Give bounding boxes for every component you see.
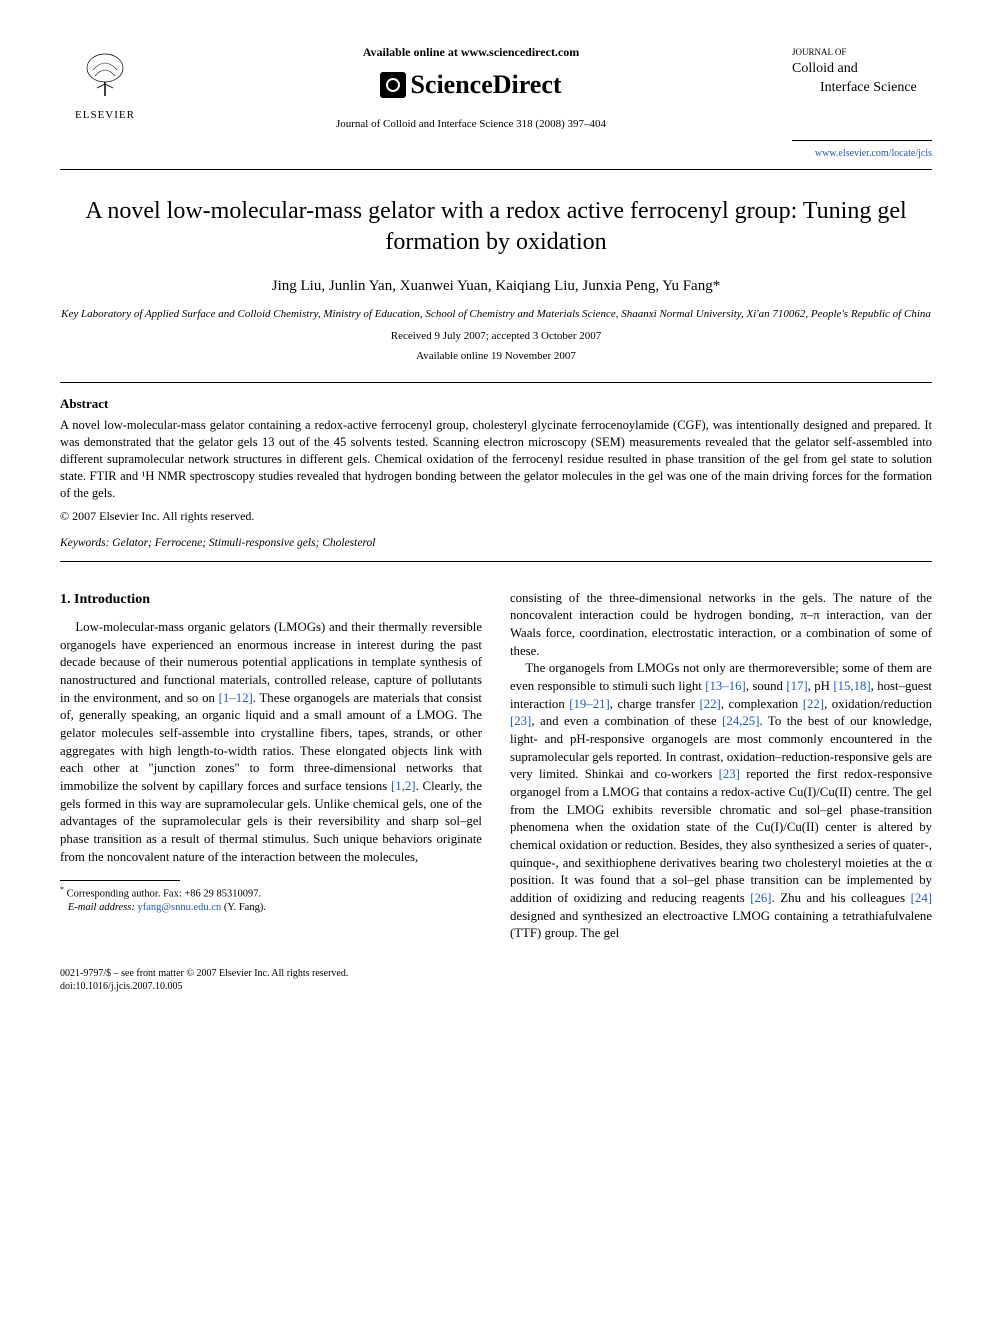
col2-continuation: consisting of the three-dimensional netw… bbox=[510, 590, 932, 661]
authors-text: Jing Liu, Junlin Yan, Xuanwei Yuan, Kaiq… bbox=[272, 278, 713, 294]
ref-link-13-16[interactable]: [13–16] bbox=[705, 679, 746, 693]
affiliation: Key Laboratory of Applied Surface and Co… bbox=[60, 307, 932, 321]
article-title: A novel low-molecular-mass gelator with … bbox=[60, 196, 932, 258]
keywords-text: Gelator; Ferrocene; Stimuli-responsive g… bbox=[109, 537, 375, 549]
elsevier-tree-icon bbox=[60, 50, 150, 106]
doi-line: doi:10.1016/j.jcis.2007.10.005 bbox=[60, 980, 932, 993]
col2-paragraph-2: The organogels from LMOGs not only are t… bbox=[510, 660, 932, 943]
page-header: ELSEVIER Available online at www.science… bbox=[60, 40, 932, 161]
body-columns: 1. Introduction Low-molecular-mass organ… bbox=[60, 590, 932, 943]
publisher-name: ELSEVIER bbox=[60, 108, 150, 123]
ref-link-23b[interactable]: [23] bbox=[719, 767, 740, 781]
ref-link-24-25[interactable]: [24,25] bbox=[722, 714, 759, 728]
journal-badge: JOURNAL OF Colloid and Interface Science… bbox=[792, 40, 932, 161]
ref-link-17[interactable]: [17] bbox=[786, 679, 807, 693]
ref-link-23a[interactable]: [23] bbox=[510, 714, 531, 728]
c2-b: , sound bbox=[746, 679, 787, 693]
c2-e: , charge transfer bbox=[610, 697, 700, 711]
ref-link-24[interactable]: [24] bbox=[911, 891, 932, 905]
authors-line: Jing Liu, Junlin Yan, Xuanwei Yuan, Kaiq… bbox=[60, 276, 932, 297]
section-1-heading: 1. Introduction bbox=[60, 590, 482, 609]
issn-line: 0021-9797/$ – see front matter © 2007 El… bbox=[60, 967, 932, 980]
ref-link-15-18[interactable]: [15,18] bbox=[833, 679, 870, 693]
center-header: Available online at www.sciencedirect.co… bbox=[150, 40, 792, 133]
journal-of-label: JOURNAL OF bbox=[792, 46, 932, 59]
corresponding-text: Corresponding author. Fax: +86 29 853100… bbox=[67, 889, 262, 900]
header-rule bbox=[60, 169, 932, 170]
footnote-separator bbox=[60, 880, 180, 881]
received-date: Received 9 July 2007; accepted 3 October… bbox=[60, 329, 932, 344]
sciencedirect-logo: ScienceDirect bbox=[380, 67, 561, 103]
email-link[interactable]: yfang@snnu.edu.cn bbox=[137, 902, 221, 913]
sciencedirect-icon bbox=[380, 72, 406, 98]
intro-paragraph-1: Low-molecular-mass organic gelators (LMO… bbox=[60, 619, 482, 866]
available-online-text: Available online at www.sciencedirect.co… bbox=[150, 44, 792, 61]
email-label: E-mail address: bbox=[68, 902, 135, 913]
corresponding-mark: * bbox=[713, 278, 721, 294]
column-right: consisting of the three-dimensional netw… bbox=[510, 590, 932, 943]
c2-j: reported the first redox-responsive orga… bbox=[510, 767, 932, 905]
email-attribution: (Y. Fang). bbox=[221, 902, 266, 913]
keywords-line: Keywords: Gelator; Ferrocene; Stimuli-re… bbox=[60, 535, 932, 551]
abstract-bottom-rule bbox=[60, 561, 932, 562]
c2-c: , pH bbox=[808, 679, 834, 693]
journal-url-link[interactable]: www.elsevier.com/locate/jcis bbox=[792, 147, 932, 161]
journal-name-line1: Colloid and bbox=[792, 59, 932, 79]
ref-link-22b[interactable]: [22] bbox=[803, 697, 824, 711]
ref-link-1-12[interactable]: [1–12] bbox=[219, 691, 253, 705]
ref-link-19-21[interactable]: [19–21] bbox=[569, 697, 610, 711]
abstract-top-rule bbox=[60, 382, 932, 383]
journal-reference: Journal of Colloid and Interface Science… bbox=[150, 117, 792, 132]
p1-text-b: . These organogels are materials that co… bbox=[60, 691, 482, 793]
ref-link-26[interactable]: [26] bbox=[750, 891, 771, 905]
keywords-label: Keywords: bbox=[60, 537, 109, 549]
platform-name: ScienceDirect bbox=[410, 67, 561, 103]
abstract-text: A novel low-molecular-mass gelator conta… bbox=[60, 418, 932, 500]
abstract-heading: Abstract bbox=[60, 395, 932, 413]
column-left: 1. Introduction Low-molecular-mass organ… bbox=[60, 590, 482, 943]
copyright-line: © 2007 Elsevier Inc. All rights reserved… bbox=[60, 508, 932, 525]
ref-link-22a[interactable]: [22] bbox=[700, 697, 721, 711]
c2-k: . Zhu and his colleagues bbox=[772, 891, 911, 905]
c2-f: , complexation bbox=[721, 697, 803, 711]
ref-link-1-2[interactable]: [1,2] bbox=[391, 779, 416, 793]
c2-h: , and even a combination of these bbox=[531, 714, 722, 728]
available-date: Available online 19 November 2007 bbox=[60, 349, 932, 364]
footer-meta: 0021-9797/$ – see front matter © 2007 El… bbox=[60, 967, 932, 993]
c2-g: , oxidation/reduction bbox=[824, 697, 932, 711]
c2-l: designed and synthesized an electroactiv… bbox=[510, 909, 932, 941]
footnote-star: * bbox=[60, 885, 64, 894]
corresponding-footnote: * Corresponding author. Fax: +86 29 8531… bbox=[60, 885, 482, 915]
journal-name-line2: Interface Science bbox=[792, 78, 932, 98]
abstract-body: A novel low-molecular-mass gelator conta… bbox=[60, 417, 932, 501]
publisher-logo: ELSEVIER bbox=[60, 40, 150, 123]
